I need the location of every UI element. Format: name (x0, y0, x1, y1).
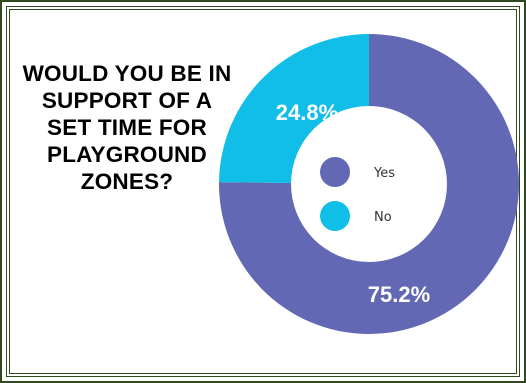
slice-no (219, 34, 369, 184)
chart-legend: Yes No (320, 157, 395, 231)
slice-yes (219, 34, 519, 334)
legend-label-yes: Yes (373, 166, 395, 181)
survey-question: WOULD YOU BE IN SUPPORT OF A SET TIME FO… (22, 61, 232, 194)
data-label-no: 24.8% (276, 100, 338, 125)
data-labels: 75.2% 24.8% (276, 100, 430, 307)
data-label-yes: 75.2% (368, 282, 430, 307)
legend-swatch-yes (320, 157, 350, 187)
legend-label-no: No (374, 210, 392, 225)
legend-swatch-no (320, 201, 350, 231)
donut-slices (219, 34, 519, 334)
